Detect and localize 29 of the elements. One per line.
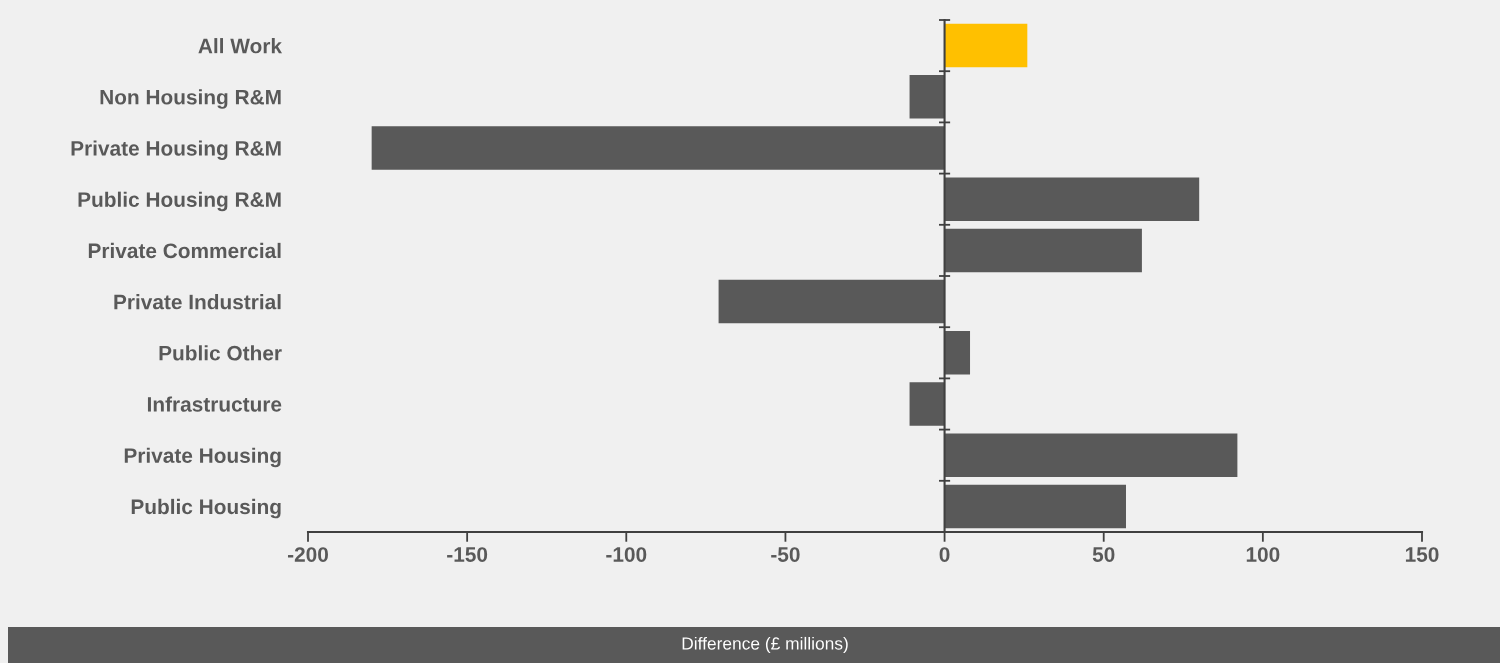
y-tick-label: Public Housing — [131, 498, 281, 519]
x-tick-label: 50 — [1092, 547, 1115, 562]
bar — [944, 23, 1028, 68]
y-tick-label: Private Industrial — [114, 294, 281, 310]
bar — [944, 228, 1142, 273]
y-tick-label: Public Housing R&M — [78, 191, 281, 212]
bar — [909, 382, 945, 426]
y-tick-label: All Work — [198, 38, 283, 54]
bar — [944, 331, 971, 375]
x-tick-label: 150 — [1405, 547, 1439, 562]
x-tick-label: 100 — [1246, 547, 1280, 562]
y-tick-label: Infrastructure — [147, 396, 282, 412]
bar — [718, 279, 945, 324]
x-tick-label: -150 — [447, 547, 488, 562]
x-tick-label: -100 — [606, 547, 647, 562]
y-tick-label: Private Housing R&M — [71, 140, 281, 160]
bar — [371, 126, 945, 170]
bar — [944, 484, 1126, 529]
x-tick-label: -50 — [771, 547, 800, 562]
x-tick-label: 0 — [939, 547, 950, 562]
y-tick-label: Private Commercial — [88, 242, 281, 259]
x-tick-label: -200 — [287, 547, 328, 562]
y-tick-label: Non Housing R&M — [100, 89, 281, 109]
y-tick-label: Public Other — [159, 345, 282, 361]
x-axis-title: Difference (£ millions) — [682, 636, 848, 654]
bar — [944, 433, 1238, 477]
bar — [909, 75, 945, 119]
bar — [944, 177, 1200, 221]
y-tick-label: Private Housing — [124, 447, 281, 468]
